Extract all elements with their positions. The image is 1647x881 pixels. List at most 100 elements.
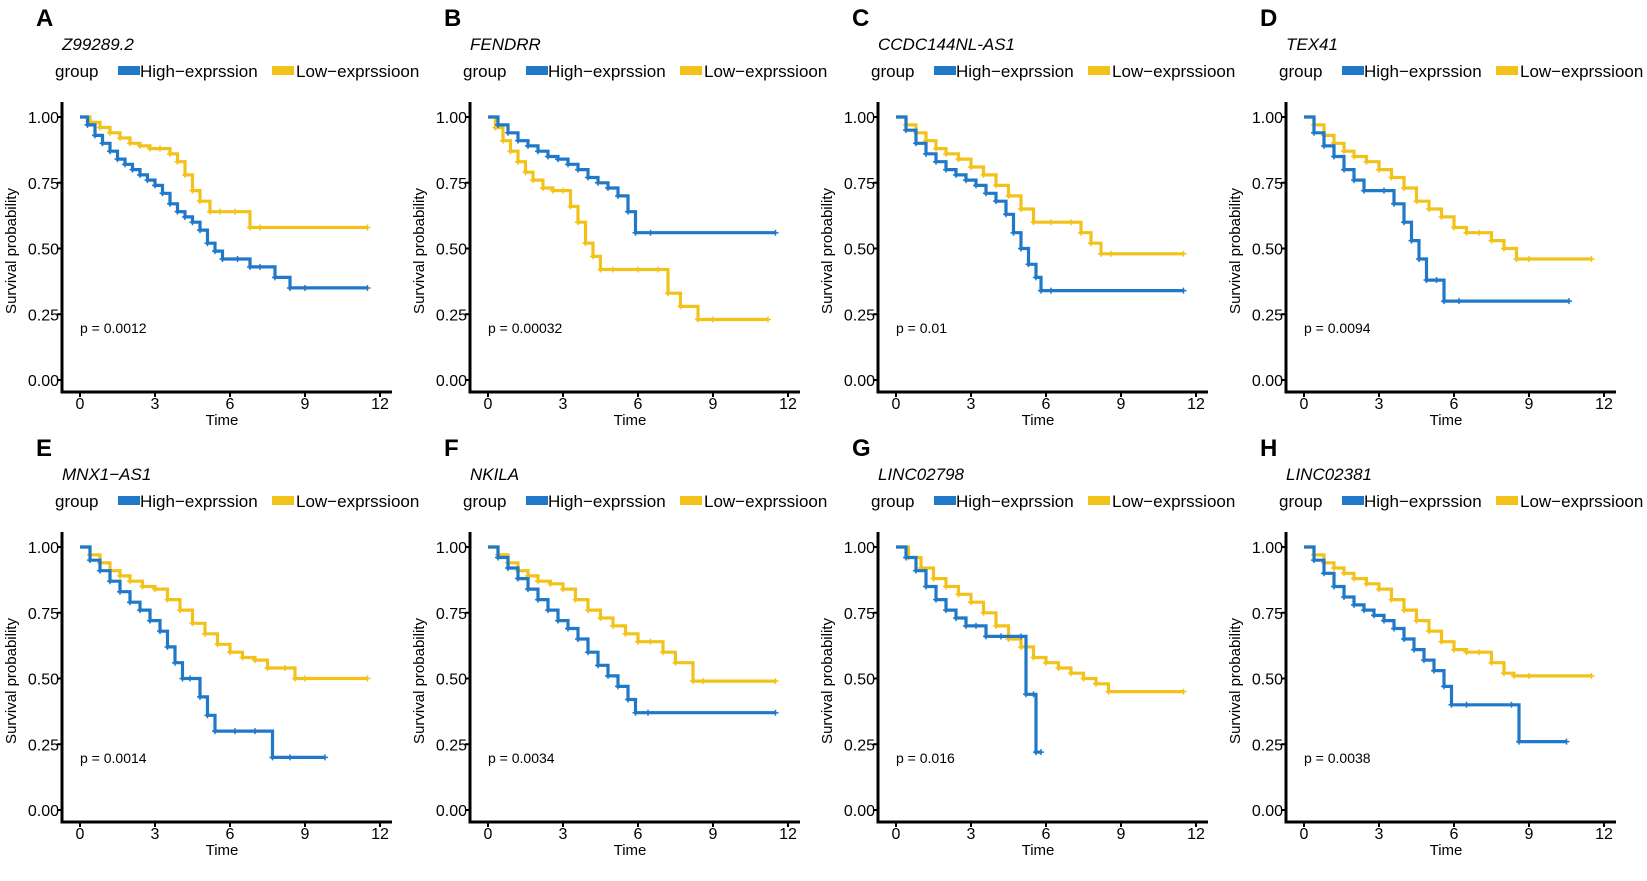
legend-swatch-high	[526, 66, 548, 75]
censor-mark-low	[665, 290, 671, 297]
censor-mark-high	[1023, 691, 1029, 698]
legend: group High−exprssion Low−exprssioon	[463, 62, 827, 81]
censor-mark-low	[252, 657, 258, 664]
censor-mark-high	[983, 190, 989, 197]
axes	[1284, 532, 1616, 824]
panel-d: D TEX41 group High−exprssion Low−exprssioon S…	[1227, 5, 1643, 429]
censor-mark-high	[943, 166, 949, 173]
axes	[60, 102, 392, 394]
x-tick-label: 6	[1042, 396, 1051, 413]
panel-letter: D	[1260, 5, 1277, 32]
panel-letter: F	[444, 435, 459, 462]
censor-mark-low	[127, 140, 133, 147]
x-tick-label: 9	[1525, 826, 1534, 843]
censor-mark-low	[1463, 649, 1470, 656]
x-tick-label: 12	[779, 826, 797, 843]
censor-mark-low	[1048, 219, 1054, 226]
y-tick-label: 0.25	[28, 737, 59, 754]
censor-mark-high	[605, 672, 611, 679]
censor-mark-high	[1371, 612, 1377, 619]
censor-mark-high	[364, 284, 371, 291]
x-tick-label: 3	[151, 396, 160, 413]
censor-mark-high	[923, 150, 929, 157]
censor-mark-high	[565, 625, 571, 632]
censor-mark-low	[202, 630, 208, 637]
y-tick-label: 0.50	[1252, 242, 1283, 259]
y-tick-label: 0.25	[28, 307, 59, 324]
censor-mark-high	[575, 636, 581, 643]
censor-mark-high	[933, 158, 939, 165]
legend-label-low: Low−exprssioon	[704, 62, 827, 81]
censor-mark-high	[973, 182, 979, 189]
censor-mark-low	[700, 678, 706, 685]
censor-mark-low	[1043, 659, 1049, 666]
censor-mark-high	[1401, 219, 1407, 226]
censor-mark-low	[1588, 256, 1595, 263]
censor-mark-high	[204, 240, 211, 247]
censor-mark-high	[269, 754, 276, 761]
censor-mark-high	[182, 213, 188, 220]
censor-mark-high	[625, 696, 631, 703]
x-axis-label: Time	[1022, 842, 1055, 859]
censor-mark-high	[595, 662, 601, 669]
censor-mark-low	[1018, 643, 1024, 650]
censor-mark-low	[560, 187, 566, 194]
x-tick-label: 0	[76, 826, 85, 843]
censor-mark-low	[535, 578, 541, 585]
censor-mark-high	[172, 659, 178, 666]
censor-mark-low	[1426, 206, 1432, 213]
y-tick-label: 0.00	[844, 373, 875, 390]
censor-mark-high	[1401, 636, 1407, 643]
y-tick-label: 0.00	[1252, 373, 1283, 390]
censor-mark-low	[1068, 670, 1074, 677]
censor-mark-high	[772, 709, 779, 716]
censor-mark-low	[690, 678, 696, 685]
censor-mark-high	[647, 229, 654, 236]
censor-mark-high	[1351, 601, 1357, 608]
censor-mark-low	[980, 609, 987, 616]
censor-mark-low	[507, 148, 514, 155]
legend-label-low: Low−exprssioon	[296, 62, 419, 81]
x-tick-label: 6	[634, 826, 643, 843]
legend-swatch-low	[1088, 496, 1110, 505]
censor-mark-high	[953, 171, 959, 178]
censor-mark-low	[933, 145, 939, 152]
censor-mark-high	[1423, 277, 1430, 284]
legend-swatch-low	[272, 496, 294, 505]
censor-mark-low	[117, 572, 123, 579]
y-tick-label: 1.00	[844, 540, 875, 557]
legend-swatch-low	[680, 66, 702, 75]
censor-mark-high	[1030, 691, 1037, 698]
censor-mark-low	[217, 208, 223, 215]
censor-mark-low	[247, 224, 253, 231]
censor-mark-high	[575, 166, 581, 173]
censor-mark-low	[1030, 219, 1037, 226]
survival-curve-low	[80, 115, 368, 230]
survival-curve-low	[488, 545, 776, 683]
censor-mark-low	[590, 253, 596, 260]
censor-mark-high	[1048, 287, 1054, 294]
censor-mark-low	[117, 135, 123, 142]
censor-mark-high	[129, 166, 136, 173]
censor-mark-high	[1441, 298, 1447, 305]
censor-mark-low	[1501, 245, 1507, 252]
censor-mark-low	[1005, 192, 1012, 199]
censor-mark-high	[1321, 570, 1327, 577]
panel-title: LINC02381	[1286, 465, 1372, 484]
x-tick-label: 0	[1300, 396, 1309, 413]
x-tick-label: 0	[484, 826, 493, 843]
y-tick-label: 0.25	[844, 307, 875, 324]
y-tick-label: 1.00	[28, 540, 59, 557]
legend: group High−exprssion Low−exprssioon	[55, 62, 419, 81]
legend-swatch-low	[1496, 66, 1518, 75]
censor-mark-low	[1341, 148, 1347, 155]
censor-mark-low	[1341, 570, 1347, 577]
axes	[1284, 102, 1616, 394]
survival-curve-high	[488, 545, 776, 715]
x-tick-label: 9	[301, 826, 310, 843]
censor-mark-high	[322, 754, 328, 761]
censor-mark-low	[1488, 237, 1495, 244]
x-axis-label: Time	[614, 412, 647, 429]
panel-letter: B	[444, 5, 461, 32]
